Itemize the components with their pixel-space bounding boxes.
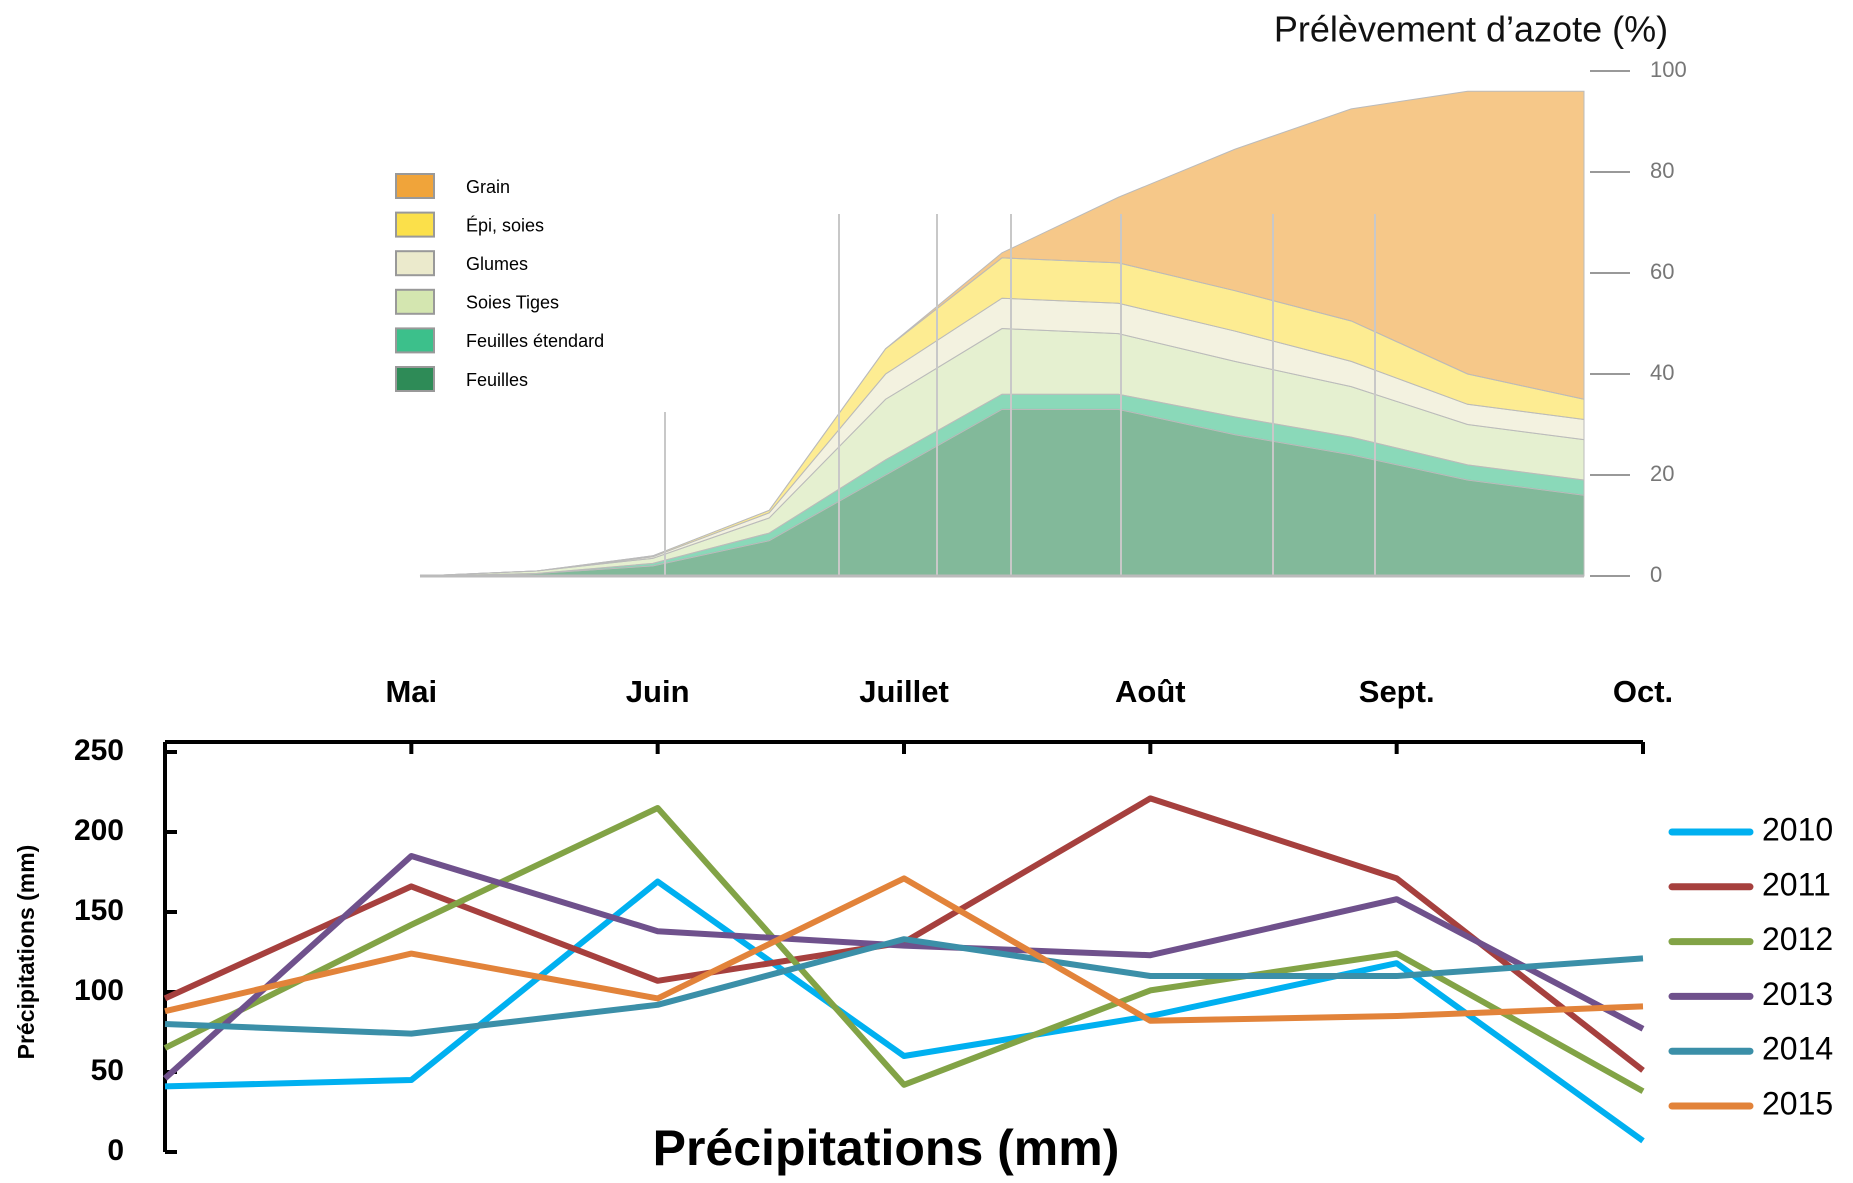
y-tick-label: 0	[107, 1134, 124, 1167]
y-tick-label: 50	[91, 1054, 124, 1087]
y-tick-label: 100	[74, 974, 124, 1007]
x-tick-label: Sept.	[1359, 674, 1435, 709]
y-tick-label: 200	[74, 814, 124, 847]
legend-label: 2010	[1762, 811, 1833, 847]
legend-label: Grain	[466, 177, 510, 197]
legend-label: 2014	[1762, 1031, 1833, 1067]
y-tick-label: 60	[1650, 259, 1674, 284]
y-tick-label: 0	[1650, 562, 1662, 587]
legend-swatch	[396, 328, 434, 352]
line	[165, 808, 1643, 1091]
x-tick-label: Oct.	[1613, 674, 1673, 709]
x-tick-label: Mai	[385, 674, 437, 709]
line	[165, 939, 1643, 1033]
x-tick-label: Juillet	[859, 674, 949, 709]
y-axis-label: Précipitations (mm)	[13, 845, 39, 1060]
legend-label: Glumes	[466, 254, 528, 274]
legend-label: 2012	[1762, 921, 1833, 957]
legend-label: Soies Tiges	[466, 293, 559, 313]
y-tick-label: 80	[1650, 158, 1674, 183]
y-tick-label: 250	[74, 734, 124, 767]
legend-label: Épi, soies	[466, 215, 544, 235]
y-tick-label: 40	[1650, 360, 1674, 385]
legend-label: 2013	[1762, 976, 1833, 1012]
top-title: Prélèvement d’azote (%)	[1274, 9, 1668, 50]
x-tick-label: Août	[1115, 674, 1186, 709]
legend-label: Feuilles	[466, 370, 528, 390]
x-tick-label: Juin	[626, 674, 690, 709]
legend-swatch	[396, 290, 434, 314]
y-tick-label: 100	[1650, 57, 1687, 82]
x-axis-label: Précipitations (mm)	[653, 1120, 1120, 1176]
chart: Prélèvement d’azote (%) Précipitations (…	[0, 0, 1853, 1183]
y-tick-label: 20	[1650, 461, 1674, 486]
legend-label: 2011	[1762, 866, 1831, 902]
legend-swatch	[396, 367, 434, 391]
legend-label: Feuilles étendard	[466, 331, 604, 351]
legend-label: 2015	[1762, 1085, 1833, 1121]
legend-swatch	[396, 174, 434, 198]
legend-swatch	[396, 251, 434, 275]
line	[165, 882, 1643, 1141]
y-tick-label: 150	[74, 894, 124, 927]
legend-swatch	[396, 213, 434, 237]
